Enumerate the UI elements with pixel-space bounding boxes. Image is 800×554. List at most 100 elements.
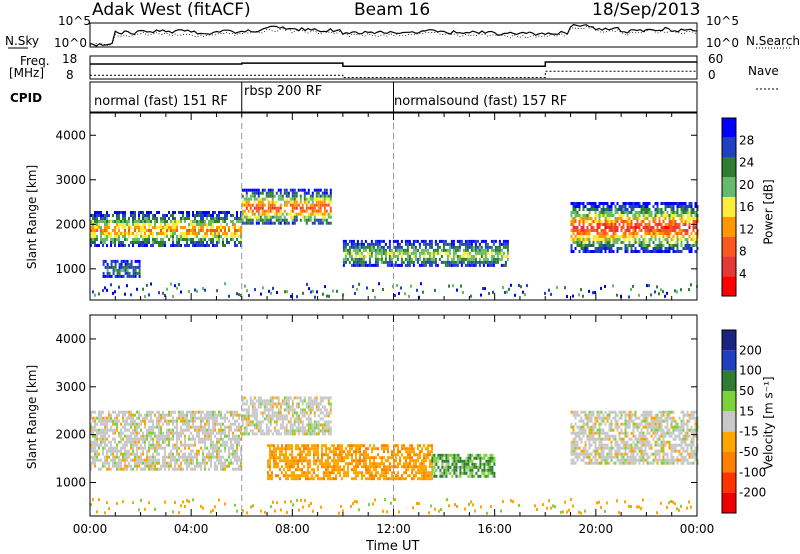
power-pixel [644, 223, 647, 226]
velocity-pixel [285, 432, 288, 436]
velocity-pixel [257, 426, 260, 430]
power-pixel [358, 254, 361, 258]
power-pixel [253, 197, 256, 201]
power-pixel [348, 260, 351, 264]
velocity-pixel [329, 474, 331, 478]
velocity-pixel [335, 453, 337, 457]
velocity-pixel [138, 413, 140, 417]
velocity-pixel [311, 402, 314, 406]
power-pixel [198, 229, 200, 232]
power-pixel [269, 188, 272, 192]
power-pixel [432, 248, 435, 252]
power-pixel [156, 235, 158, 238]
power-pixel [222, 226, 224, 229]
power-pixel [126, 262, 129, 266]
power-pixel [436, 242, 439, 246]
power-pixel [620, 226, 623, 229]
power-pixel [329, 197, 332, 201]
velocity-pixel [319, 396, 322, 400]
velocity-pixel [411, 459, 413, 463]
velocity-pixel [345, 453, 347, 457]
velocity-pixel [154, 446, 156, 450]
velocity-pixel [208, 425, 210, 429]
power-pixel [484, 242, 487, 246]
velocity-pixel [132, 443, 134, 447]
power-pixel [636, 232, 639, 235]
velocity-pixel [110, 446, 112, 450]
velocity-pixel [570, 443, 573, 447]
power-noise-pixel [202, 287, 204, 290]
velocity-pixel [572, 449, 575, 453]
velocity-pixel [347, 468, 349, 472]
velocity-pixel [279, 459, 281, 463]
power-pixel [682, 235, 685, 238]
power-pixel [458, 242, 461, 246]
velocity-pixel [277, 411, 280, 415]
velocity-pixel [216, 449, 218, 453]
velocity-pixel [413, 462, 415, 466]
velocity-pixel [106, 458, 108, 462]
velocity-pixel [166, 413, 168, 417]
power-pixel [303, 188, 306, 192]
velocity-pixel [371, 456, 373, 460]
power-pixel [289, 215, 292, 219]
power-pixel [582, 208, 585, 211]
power-pixel [398, 245, 401, 249]
power-pixel [138, 259, 141, 263]
velocity-pixel [441, 465, 444, 469]
velocity-pixel [140, 419, 142, 423]
velocity-pixel [377, 471, 379, 475]
power-pixel [644, 208, 647, 211]
power-pixel [494, 239, 497, 243]
velocity-pixel [285, 444, 287, 448]
velocity-pixel [196, 434, 198, 438]
power-pixel [303, 191, 306, 195]
velocity-pixel [351, 462, 353, 466]
power-pixel [384, 257, 387, 261]
power-pixel [460, 260, 463, 264]
power-pixel [426, 251, 429, 255]
power-noise-pixel [456, 288, 458, 292]
power-pixel [604, 223, 607, 226]
power-noise-pixel [276, 291, 278, 294]
velocity-pixel [152, 422, 154, 426]
velocity-pixel [429, 450, 431, 454]
velocity-pixel [204, 437, 206, 441]
power-pixel [594, 211, 597, 214]
power-pixel [586, 247, 589, 250]
velocity-pixel [471, 465, 474, 469]
power-pixel [206, 226, 208, 229]
power-pixel [482, 254, 485, 258]
velocity-pixel [232, 452, 234, 456]
velocity-pixel [240, 437, 242, 441]
power-pixel [622, 238, 625, 241]
velocity-pixel [287, 402, 290, 406]
power-pixel [656, 202, 659, 205]
velocity-pixel [297, 417, 300, 421]
velocity-pixel [208, 458, 210, 462]
power-pixel [234, 241, 236, 244]
power-pixel [474, 263, 477, 267]
velocity-pixel [409, 444, 411, 448]
power-pixel [214, 232, 216, 235]
power-pixel [220, 226, 222, 229]
power-pixel [150, 229, 152, 232]
power-pixel [130, 262, 133, 266]
velocity-pixel [162, 440, 164, 444]
velocity-pixel [305, 411, 308, 415]
velocity-pixel [222, 440, 224, 444]
velocity-pixel [295, 420, 298, 424]
velocity-pixel [309, 420, 312, 424]
power-pixel [206, 217, 208, 220]
power-noise-pixel [662, 290, 664, 294]
velocity-pixel [369, 465, 371, 469]
velocity-pixel [297, 459, 299, 463]
power-pixel [420, 239, 423, 243]
power-pixel [92, 226, 94, 229]
velocity-pixel [224, 467, 226, 471]
velocity-pixel [214, 413, 216, 417]
velocity-pixel [134, 437, 136, 441]
power-pixel [170, 214, 172, 217]
power-pixel [255, 191, 258, 195]
power-pixel [618, 205, 621, 208]
